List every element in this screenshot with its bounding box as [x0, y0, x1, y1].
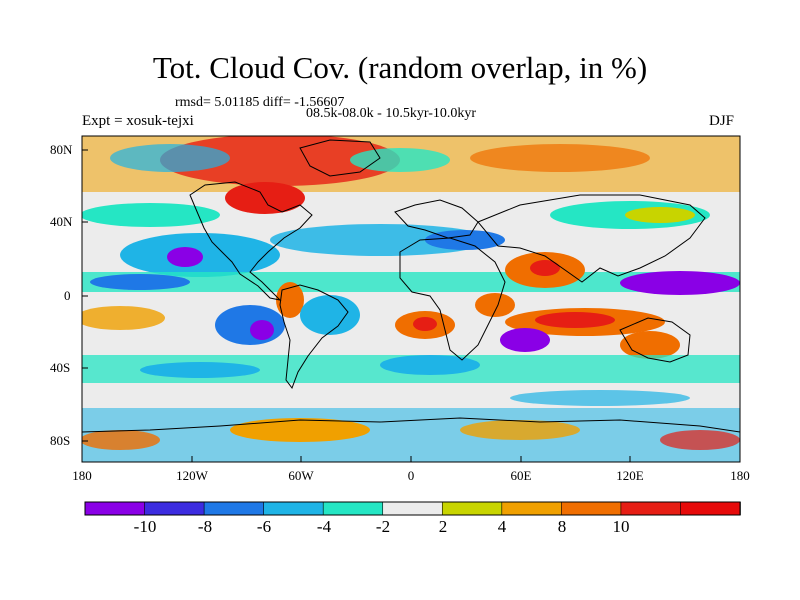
atlantic-blue-band — [270, 224, 490, 256]
arctic-cyan-region — [350, 148, 450, 172]
lon-tick-label: 0 — [407, 468, 415, 483]
south-america-coastline — [279, 284, 349, 390]
southeast-pacific-purple-region — [250, 320, 274, 340]
colorbar-label: -6 — [256, 517, 272, 536]
antarctic-blue-band — [82, 408, 740, 462]
antarctic-orange-region — [230, 418, 370, 442]
experiment-label: Expt = xosuk-tejxi — [82, 113, 194, 129]
south-pacific-orange-region — [82, 306, 165, 330]
coastlines — [82, 139, 740, 433]
east-pacific-purple-region — [167, 247, 203, 267]
ross-sea-orange-region — [82, 430, 160, 450]
indian-ocean-red-region — [530, 260, 560, 276]
colorbar-segment — [263, 501, 324, 516]
south-atlantic-red-region — [413, 317, 437, 331]
antarctic-red-region — [660, 430, 740, 450]
south-pacific-blue-region — [140, 362, 260, 378]
map-field — [82, 136, 740, 462]
colorbar-label: -10 — [133, 517, 157, 536]
colorbar-segment — [84, 501, 146, 516]
lon-tick-label: 60W — [288, 468, 314, 483]
lon-tick-label: 120W — [176, 468, 208, 483]
central-america-orange-region — [276, 282, 304, 318]
south-atlantic-blue-region — [380, 355, 480, 375]
lon-tick-label: 60E — [510, 468, 532, 483]
antarctica-coastline — [82, 417, 740, 433]
sahara-blue-region — [425, 230, 505, 250]
north-america-coastline — [189, 181, 313, 301]
central-pacific-blue-region — [90, 274, 190, 290]
south-indian-red-band — [535, 312, 615, 328]
season-label: DJF — [709, 113, 735, 129]
asia-coastline — [477, 194, 706, 283]
map-title: Tot. Cloud Cov. (random overlap, in %) — [152, 50, 648, 85]
greenland-coastline — [299, 139, 381, 177]
colorbar-segment — [322, 501, 384, 516]
lat-tick-label: 40N — [50, 214, 73, 229]
siberia-orange-region — [470, 144, 650, 172]
lon-tick-label: 120E — [616, 468, 644, 483]
colorbar-segment — [561, 501, 622, 516]
lat-tick-label: 80S — [50, 433, 71, 448]
colorbar-segment — [382, 501, 444, 516]
lat-tick-label: 40S — [50, 360, 71, 375]
colorbar-segment — [501, 501, 563, 516]
colorbar — [84, 501, 741, 516]
colorbar-segment — [441, 501, 503, 516]
colorbar-label: -2 — [375, 517, 391, 536]
lat-tick-label: 80N — [50, 142, 73, 157]
colorbar-segment — [203, 501, 265, 516]
colorbar-label: 10 — [612, 517, 630, 536]
west-pacific-yellow-region — [625, 207, 695, 223]
north-atlantic-red-region — [225, 182, 305, 214]
colorbar-frame — [84, 501, 741, 516]
colorbar-label: 4 — [497, 517, 507, 536]
africa-coastline — [399, 237, 506, 361]
europe-coastline — [394, 199, 479, 239]
colorbar-segment — [680, 501, 741, 516]
colorbar-label: -8 — [197, 517, 213, 536]
australia-coastline — [619, 317, 691, 363]
lon-tick-label: 180 — [730, 468, 750, 483]
axis-ticks — [82, 149, 631, 462]
colorbar-label: -4 — [316, 517, 332, 536]
north-pacific-cyan-region — [82, 203, 220, 227]
east-africa-orange-region — [475, 293, 515, 317]
brazil-blue-region — [300, 295, 360, 335]
southeast-pacific-blue-region — [215, 305, 285, 345]
period-label: 08.5k-08.0k - 10.5kyr-10.0kyr — [306, 106, 477, 121]
colorbar-segment — [144, 501, 205, 516]
west-pacific-purple-region — [620, 271, 740, 295]
colorbar-label: 8 — [557, 517, 567, 536]
bering-blue-region — [110, 144, 230, 172]
colorbar-label: 2 — [438, 517, 448, 536]
arctic-red-region — [160, 136, 400, 186]
madagascar-purple-region — [500, 328, 550, 352]
lat-tick-label: 0 — [64, 288, 71, 303]
statistics-label: rmsd= 5.01185 diff= -1.56607 — [175, 95, 345, 110]
southern-indian-blue-band — [510, 390, 690, 406]
colorbar-segment — [620, 501, 682, 516]
antarctic-orange-region-east — [460, 420, 580, 440]
lon-tick-label: 180 — [72, 468, 92, 483]
